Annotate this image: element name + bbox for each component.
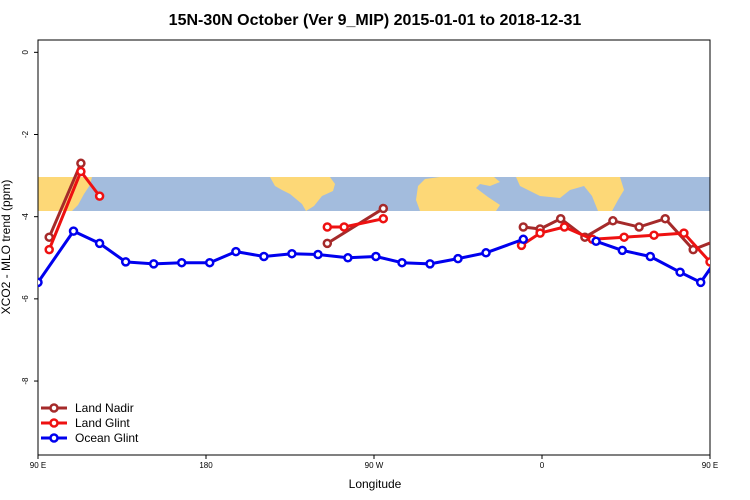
series-ocean-glint bbox=[38, 226, 740, 288]
y-tick-label: -8 bbox=[21, 377, 30, 385]
chart-title: 15N-30N October (Ver 9_MIP) 2015-01-01 t… bbox=[169, 12, 582, 29]
data-point bbox=[94, 191, 105, 201]
land-mass-asia bbox=[38, 177, 92, 211]
data-point bbox=[378, 203, 389, 214]
y-axis-ticks: 0 -2 -4 -6 -8 bbox=[21, 50, 38, 385]
data-point bbox=[649, 230, 659, 240]
y-tick-label: -6 bbox=[21, 295, 30, 303]
data-point bbox=[733, 228, 740, 235]
x-tick-label: 90 E bbox=[30, 461, 46, 470]
data-point bbox=[76, 166, 86, 177]
series-layer bbox=[38, 158, 743, 288]
land-mass-mexico bbox=[270, 177, 335, 211]
data-point bbox=[608, 216, 618, 226]
data-point bbox=[287, 248, 297, 259]
data-point bbox=[425, 259, 435, 269]
x-axis-ticks: 90 E 180 90 W 0 90 E bbox=[30, 455, 718, 470]
data-point bbox=[176, 257, 187, 268]
data-point bbox=[559, 222, 570, 232]
data-point bbox=[634, 222, 644, 232]
data-point bbox=[481, 248, 491, 258]
data-point bbox=[68, 226, 79, 236]
x-axis-label: Longitude bbox=[349, 477, 402, 491]
data-point bbox=[617, 245, 628, 256]
map-band bbox=[38, 177, 710, 211]
data-point bbox=[322, 222, 333, 232]
data-point bbox=[397, 257, 407, 268]
data-point bbox=[76, 158, 86, 169]
x-tick-label: 0 bbox=[540, 461, 545, 470]
data-point bbox=[660, 213, 670, 224]
land-mass-arabia-india bbox=[516, 177, 624, 211]
data-point bbox=[339, 222, 349, 232]
data-point bbox=[619, 232, 629, 242]
data-point bbox=[591, 236, 601, 247]
y-axis-label: XCO2 - MLO trend (ppm) bbox=[0, 180, 13, 315]
data-point bbox=[688, 244, 698, 255]
x-tick-label: 90 W bbox=[365, 461, 384, 470]
data-point bbox=[721, 234, 728, 241]
series-line bbox=[38, 229, 524, 284]
data-point bbox=[343, 253, 353, 263]
data-point bbox=[231, 246, 241, 257]
data-point bbox=[535, 228, 545, 238]
data-point bbox=[38, 277, 43, 288]
data-point bbox=[44, 244, 54, 255]
data-point bbox=[322, 238, 333, 249]
data-point bbox=[313, 249, 323, 260]
data-point bbox=[736, 246, 743, 253]
data-point bbox=[453, 253, 463, 264]
series-line bbox=[595, 239, 710, 284]
legend-label: Land Nadir bbox=[75, 401, 134, 415]
data-point bbox=[371, 251, 381, 262]
data-point bbox=[518, 222, 529, 232]
y-tick-label: -2 bbox=[21, 130, 30, 138]
axes: 90 E 180 90 W 0 90 E 0 -2 -4 -6 -8 Longitude XCO… bbox=[0, 39, 718, 491]
data-point bbox=[679, 228, 689, 238]
series-line bbox=[327, 217, 384, 229]
data-point bbox=[645, 251, 656, 262]
data-point bbox=[675, 267, 685, 277]
x-tick-label: 90 E bbox=[702, 461, 718, 470]
data-point bbox=[259, 251, 269, 262]
data-point bbox=[148, 259, 159, 269]
data-point bbox=[555, 213, 566, 224]
series-line bbox=[523, 217, 710, 252]
legend-swatch-marker bbox=[49, 403, 59, 413]
data-point bbox=[695, 277, 706, 288]
legend-swatch-marker bbox=[49, 418, 59, 428]
x-tick-label: 180 bbox=[199, 461, 213, 470]
data-point bbox=[705, 257, 710, 267]
series-line bbox=[47, 162, 83, 238]
data-point bbox=[378, 213, 389, 224]
y-tick-label: -4 bbox=[21, 213, 30, 221]
plot-frame bbox=[37, 39, 711, 456]
legend-swatch-marker bbox=[49, 433, 59, 443]
data-point bbox=[120, 257, 131, 267]
data-point bbox=[94, 238, 105, 249]
land-mass-africa bbox=[416, 177, 500, 211]
data-point bbox=[518, 234, 529, 245]
legend-label: Land Glint bbox=[75, 416, 130, 430]
legend-label: Ocean Glint bbox=[75, 431, 139, 445]
data-point bbox=[204, 257, 215, 268]
y-tick-label: 0 bbox=[21, 50, 30, 55]
